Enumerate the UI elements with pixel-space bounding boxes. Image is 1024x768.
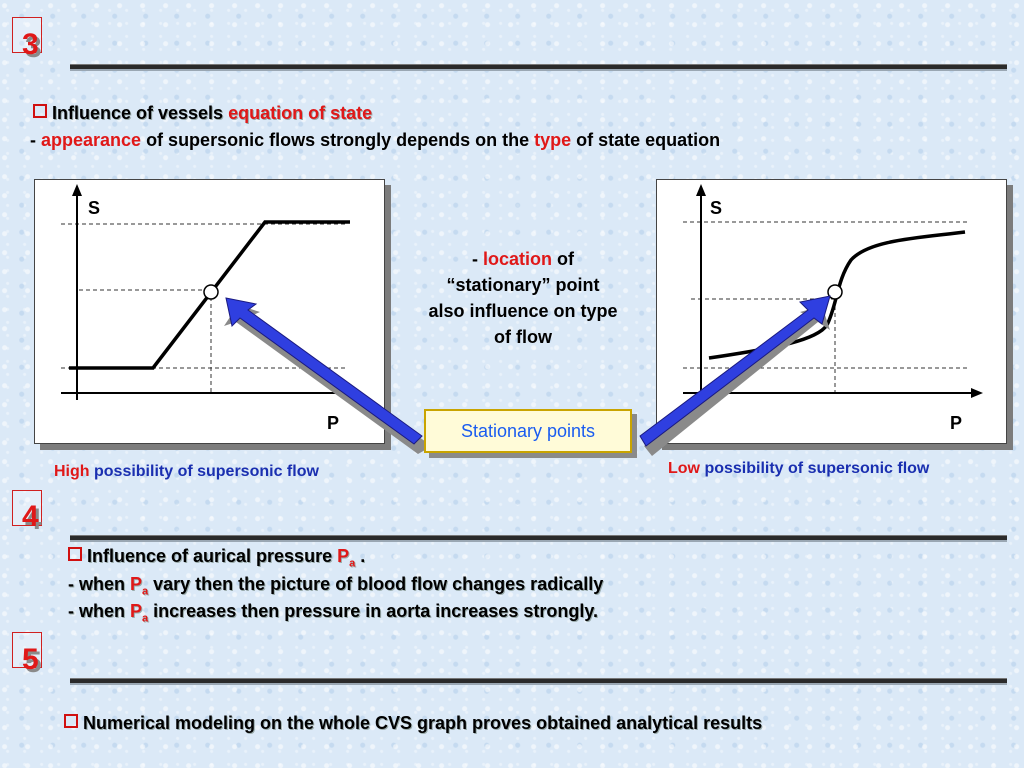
sec4-line1-a: - when	[68, 574, 130, 594]
right-y-arrow-icon	[696, 184, 706, 196]
sec3-heading: Influence of vessels equation of state	[33, 103, 372, 124]
center-note-line2: “stationary” point	[446, 275, 600, 295]
sec4-line2-sub: a	[142, 612, 149, 625]
sec4-heading-text: Influence of aurical pressure	[87, 546, 338, 566]
section-number-4: 4	[22, 500, 39, 533]
section-number-5: 5	[22, 643, 39, 676]
right-x-arrow-icon	[971, 388, 983, 398]
checkbox-bullet-icon	[68, 547, 82, 561]
left-y-arrow-icon	[72, 184, 82, 196]
sec4-line2: - when Pa increases then pressure in aor…	[68, 601, 598, 625]
left-arrow-icon	[225, 297, 423, 445]
center-rest1: of	[552, 249, 574, 269]
right-arrow-shadow	[644, 306, 830, 456]
section-number-box-3	[12, 17, 42, 53]
sec3-line-end: of state equation	[571, 130, 721, 150]
right-arrow-icon	[639, 295, 831, 447]
sec4-heading-end: .	[355, 546, 366, 566]
section-divider-3	[70, 64, 1007, 69]
sec5-heading: Numerical modeling on the whole CVS grap…	[64, 713, 762, 734]
section-divider-5	[70, 678, 1007, 683]
left-caption: High possibility of supersonic flow	[54, 463, 319, 481]
section-number-box-4	[12, 490, 42, 526]
left-chart-box	[34, 179, 385, 444]
center-note-line4: of flow	[494, 327, 552, 347]
sec5-heading-text: Numerical modeling on the whole CVS grap…	[83, 713, 763, 733]
section-divider-4	[70, 535, 1007, 540]
sec4-line2-b: increases then pressure in aorta increas…	[148, 601, 598, 621]
sec4-heading-sub: a	[349, 557, 356, 570]
center-note-line3: also influence on type	[428, 301, 618, 321]
right-y-label: S	[710, 198, 723, 218]
right-caption-blue: possibility of supersonic flow	[700, 460, 930, 477]
left-x-label: P	[327, 413, 340, 433]
left-caption-red: High	[54, 463, 90, 480]
sec3-line-mid: of supersonic flows strongly depends on …	[141, 130, 535, 150]
sec3-heading-red: equation of state	[228, 103, 373, 123]
center-note-line1: - location of	[398, 246, 648, 272]
center-dash: -	[471, 249, 483, 269]
center-note: - location of “stationary” point also in…	[398, 246, 648, 350]
sec3-red-appearance: appearance	[41, 130, 142, 150]
section-number-3: 3	[22, 28, 39, 61]
right-stationary-point	[827, 284, 843, 300]
sec4-heading-red: P	[337, 546, 350, 566]
right-x-label: P	[950, 413, 963, 433]
sec3-line: - appearance of supersonic flows strongl…	[30, 130, 720, 151]
sec4-line1-b: vary then the picture of blood flow chan…	[148, 574, 604, 594]
sec4-line2-a: - when	[68, 601, 130, 621]
right-caption-red: Low	[668, 460, 700, 477]
sec4-line1-red: P	[130, 574, 143, 594]
checkbox-bullet-icon	[64, 714, 78, 728]
right-caption: Low possibility of supersonic flow	[668, 460, 929, 478]
center-red-location: location	[482, 249, 552, 269]
sec3-heading-text: Influence of vessels	[52, 103, 229, 123]
sec4-line1-sub: a	[142, 585, 149, 598]
left-stationary-point	[203, 284, 219, 300]
stationary-points-label: Stationary points	[424, 409, 632, 453]
sec4-heading: Influence of aurical pressure Pa .	[68, 546, 365, 570]
sec4-line2-red: P	[130, 601, 143, 621]
sec3-red-type: type	[534, 130, 572, 150]
section-number-box-5	[12, 632, 42, 668]
sec3-dash: -	[30, 130, 41, 150]
left-caption-blue: possibility of supersonic flow	[89, 463, 319, 480]
checkbox-bullet-icon	[33, 104, 47, 118]
left-y-label: S	[88, 198, 101, 218]
sec4-line1: - when Pa vary then the picture of blood…	[68, 574, 603, 598]
